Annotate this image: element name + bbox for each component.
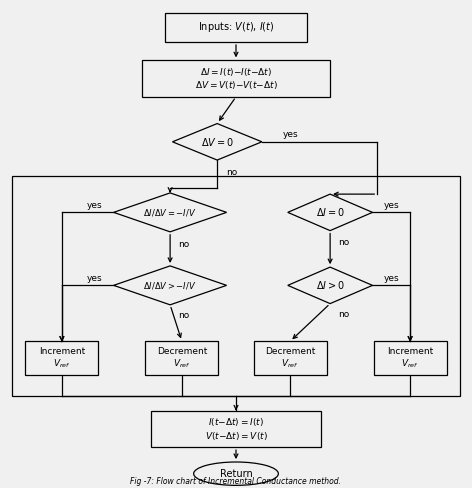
Text: $\Delta I$$=$$I(t)$$-$$I(t$$-$$\Delta t)$
$\Delta V$$=$$V(t)$$-$$V(t$$-$$\Delta : $\Delta I$$=$$I(t)$$-$$I(t$$-$$\Delta t)… (194, 66, 278, 91)
FancyBboxPatch shape (25, 341, 98, 375)
Text: $\Delta I$$=$$0$: $\Delta I$$=$$0$ (316, 206, 345, 218)
Text: Increment
$V_{ref}$: Increment $V_{ref}$ (39, 346, 85, 370)
Text: yes: yes (383, 201, 399, 209)
FancyBboxPatch shape (165, 13, 307, 42)
Text: yes: yes (87, 201, 102, 209)
Text: no: no (338, 310, 350, 319)
Text: $I(t$$-$$\Delta t)$$=$$I(t)$
$V(t$$-$$\Delta t)$$=$$V(t)$: $I(t$$-$$\Delta t)$$=$$I(t)$ $V(t$$-$$\D… (204, 416, 268, 442)
Text: no: no (338, 238, 350, 247)
Polygon shape (288, 267, 372, 304)
FancyBboxPatch shape (145, 341, 219, 375)
Text: $\Delta V$$=$$0$: $\Delta V$$=$$0$ (201, 136, 234, 148)
Text: Decrement
$V_{ref}$: Decrement $V_{ref}$ (265, 346, 315, 370)
FancyBboxPatch shape (253, 341, 327, 375)
Polygon shape (172, 123, 262, 160)
FancyBboxPatch shape (374, 341, 447, 375)
Ellipse shape (194, 462, 278, 486)
Text: yes: yes (383, 274, 399, 283)
Text: Inputs: $V(t)$, $I(t)$: Inputs: $V(t)$, $I(t)$ (198, 20, 274, 35)
Text: yes: yes (87, 274, 102, 283)
Text: $\Delta I$$>$$0$: $\Delta I$$>$$0$ (316, 279, 345, 291)
Text: no: no (178, 240, 190, 248)
Text: no: no (178, 311, 190, 320)
Text: Return: Return (219, 468, 253, 479)
FancyBboxPatch shape (152, 411, 320, 447)
Text: $\Delta I/\Delta V$$>$$-I/V$: $\Delta I/\Delta V$$>$$-I/V$ (143, 280, 197, 291)
Text: Increment
$V_{ref}$: Increment $V_{ref}$ (387, 346, 433, 370)
Text: no: no (226, 168, 237, 177)
FancyBboxPatch shape (142, 61, 330, 97)
Text: $\Delta I/\Delta V$$=$$-I/V$: $\Delta I/\Delta V$$=$$-I/V$ (143, 207, 197, 218)
Polygon shape (114, 193, 227, 232)
Polygon shape (114, 266, 227, 305)
Text: Fig -7: Flow chart of Incremental Conductance method.: Fig -7: Flow chart of Incremental Conduc… (130, 477, 342, 487)
Polygon shape (288, 194, 372, 231)
Text: yes: yes (282, 130, 298, 139)
Text: Decrement
$V_{ref}$: Decrement $V_{ref}$ (157, 346, 207, 370)
